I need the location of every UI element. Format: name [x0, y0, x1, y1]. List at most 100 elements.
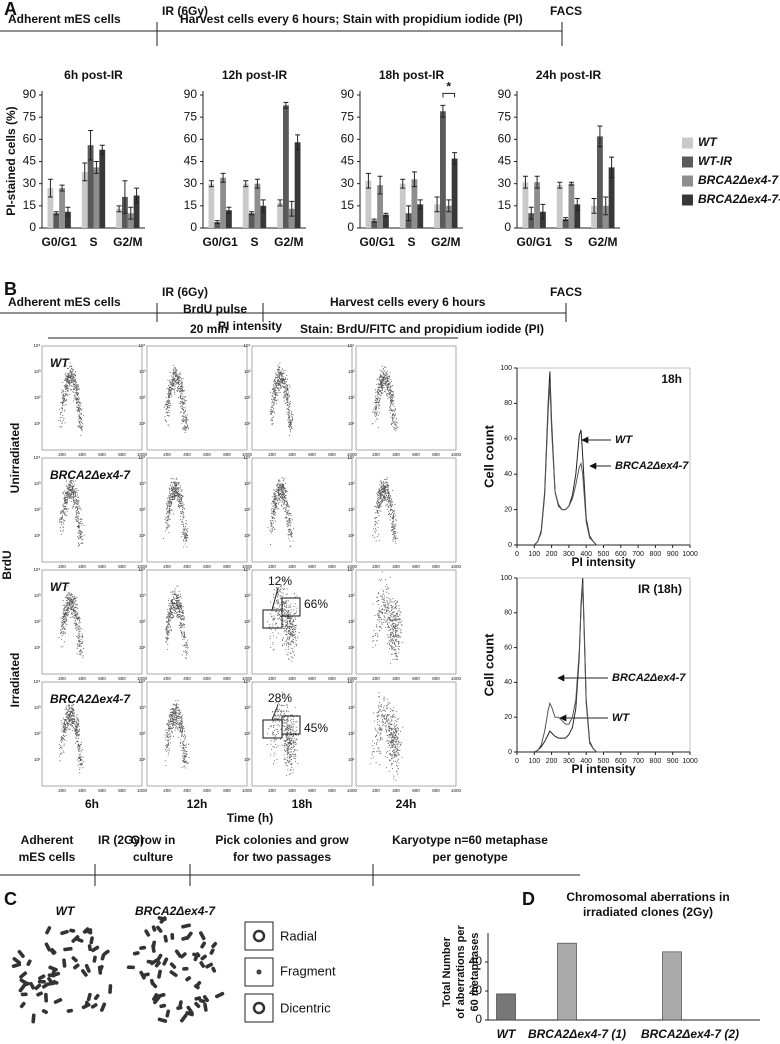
error-bar: [116, 205, 122, 213]
error-bar: [59, 184, 65, 192]
flow-y-tick-label: 10³: [34, 593, 41, 598]
flow-y-tick-label: 10²: [244, 395, 251, 400]
genotype-label: BRCA2Δex4-7: [50, 692, 131, 706]
y-tick-label: 75: [23, 109, 37, 123]
bar: [377, 185, 384, 228]
gate-label: 12%: [268, 574, 292, 588]
chromosome: [179, 1013, 188, 1023]
x-tick-label: 200: [546, 551, 558, 558]
y-tick-label: 80: [504, 610, 512, 617]
y-tick-label: 100: [500, 575, 512, 582]
chart-title: irradiated clones (2Gy): [583, 905, 713, 919]
flow-x-tick-label: 400: [183, 564, 191, 569]
flow-x-tick-label: 600: [98, 564, 106, 569]
flow-y-tick-label: 10⁴: [348, 343, 355, 348]
y-axis-label: Cell count: [481, 424, 496, 488]
flow-x-tick-label: 1000: [347, 564, 358, 569]
chromosome: [47, 981, 56, 986]
y-tick-label: 0: [508, 749, 512, 756]
aberration-label: Fragment: [280, 963, 336, 978]
bar: [383, 214, 389, 228]
x-tick-label: S: [250, 235, 258, 249]
flow-x-tick-label: 400: [183, 452, 191, 457]
flow-x-tick-label: 400: [392, 788, 400, 793]
gate: [281, 597, 301, 617]
flow-y-tick-label: 10⁴: [348, 679, 355, 684]
chromosome: [174, 949, 182, 958]
series-label: WT: [615, 434, 633, 446]
bar: [371, 220, 378, 228]
flow-plot-frame: [146, 569, 248, 675]
flow-y-tick-label: 10⁴: [139, 455, 146, 460]
flow-x-tick-label: 600: [98, 788, 106, 793]
error-bar: [128, 206, 134, 220]
flow-plot-frame: [41, 569, 143, 675]
histogram-line: [534, 577, 604, 753]
flow-x-tick-label: 200: [58, 564, 66, 569]
y-axis-label: PI-stained cells (%): [4, 106, 18, 215]
error-bar: [603, 196, 609, 216]
chromosome: [19, 978, 29, 986]
flow-x-tick-label: 600: [308, 676, 316, 681]
bar: [556, 185, 563, 228]
x-tick-label: 400: [580, 758, 592, 765]
flow-y-tick-label: 10²: [348, 731, 355, 736]
chromosome: [202, 995, 210, 1003]
flow-x-tick-label: 600: [412, 676, 420, 681]
error-bar: [371, 218, 377, 223]
x-tick-label: BRCA2Δex4-7 (2): [641, 1027, 739, 1041]
x-tick-label: 700: [632, 551, 644, 558]
chromosome: [36, 991, 43, 997]
flow-x-tick-label: 1000: [347, 676, 358, 681]
chromosome: [194, 1001, 201, 1009]
chromosome: [132, 951, 140, 956]
chromosome: [152, 993, 159, 1002]
flow-y-tick-label: 10²: [244, 619, 251, 624]
flow-y-tick-label: 10³: [34, 369, 41, 374]
y-tick-label: 40: [504, 679, 512, 686]
timeline-step: for two passages: [233, 850, 331, 864]
chromosome: [108, 984, 113, 994]
y-tick-label: 90: [184, 87, 198, 101]
y-tick-label: 0: [475, 1012, 482, 1026]
flow-y-tick-label: 10¹: [34, 421, 41, 426]
flow-x-tick-label: 200: [163, 788, 171, 793]
flow-x-tick-label: 1000: [451, 564, 462, 569]
flow-x-tick-label: 600: [203, 788, 211, 793]
legend-swatch: [682, 194, 693, 206]
flow-x-tick-label: 400: [288, 676, 296, 681]
flow-x-tick-label: 200: [372, 564, 380, 569]
x-tick-label: 100: [528, 551, 540, 558]
x-tick-label: S: [407, 235, 415, 249]
flow-dots: [58, 585, 85, 659]
chromosome: [209, 948, 215, 955]
chromosome: [51, 968, 57, 976]
bar: [226, 210, 232, 228]
bar: [662, 951, 682, 1021]
y-tick-label: 90: [23, 87, 37, 101]
chromosome: [87, 944, 92, 952]
y-tick-label: 75: [341, 109, 355, 123]
error-bar: [82, 162, 88, 182]
flow-x-tick-label: 800: [328, 564, 336, 569]
bar: [214, 222, 221, 228]
flow-y-tick-label: 10¹: [348, 533, 355, 538]
flow-x-tick-label: 200: [372, 452, 380, 457]
x-tick-label: 600: [615, 551, 627, 558]
chromosome: [178, 1000, 183, 1008]
timeline-step: IR (6Gy): [162, 4, 208, 18]
chromosome: [205, 962, 214, 969]
bar: [451, 158, 458, 228]
y-tick-label: 0: [508, 542, 512, 549]
flow-plot-frame: [251, 345, 353, 451]
flow-x-tick-label: 800: [432, 452, 440, 457]
section-header: PI intensity: [218, 319, 282, 333]
chromosome: [81, 1002, 91, 1010]
error-bar: [99, 144, 105, 155]
chromosome: [200, 954, 207, 961]
aberration-box: [244, 921, 274, 951]
panel-letter: D: [522, 889, 535, 909]
x-tick-label: S: [89, 235, 97, 249]
error-bar: [440, 104, 446, 118]
flow-y-tick-label: 10¹: [348, 757, 355, 762]
